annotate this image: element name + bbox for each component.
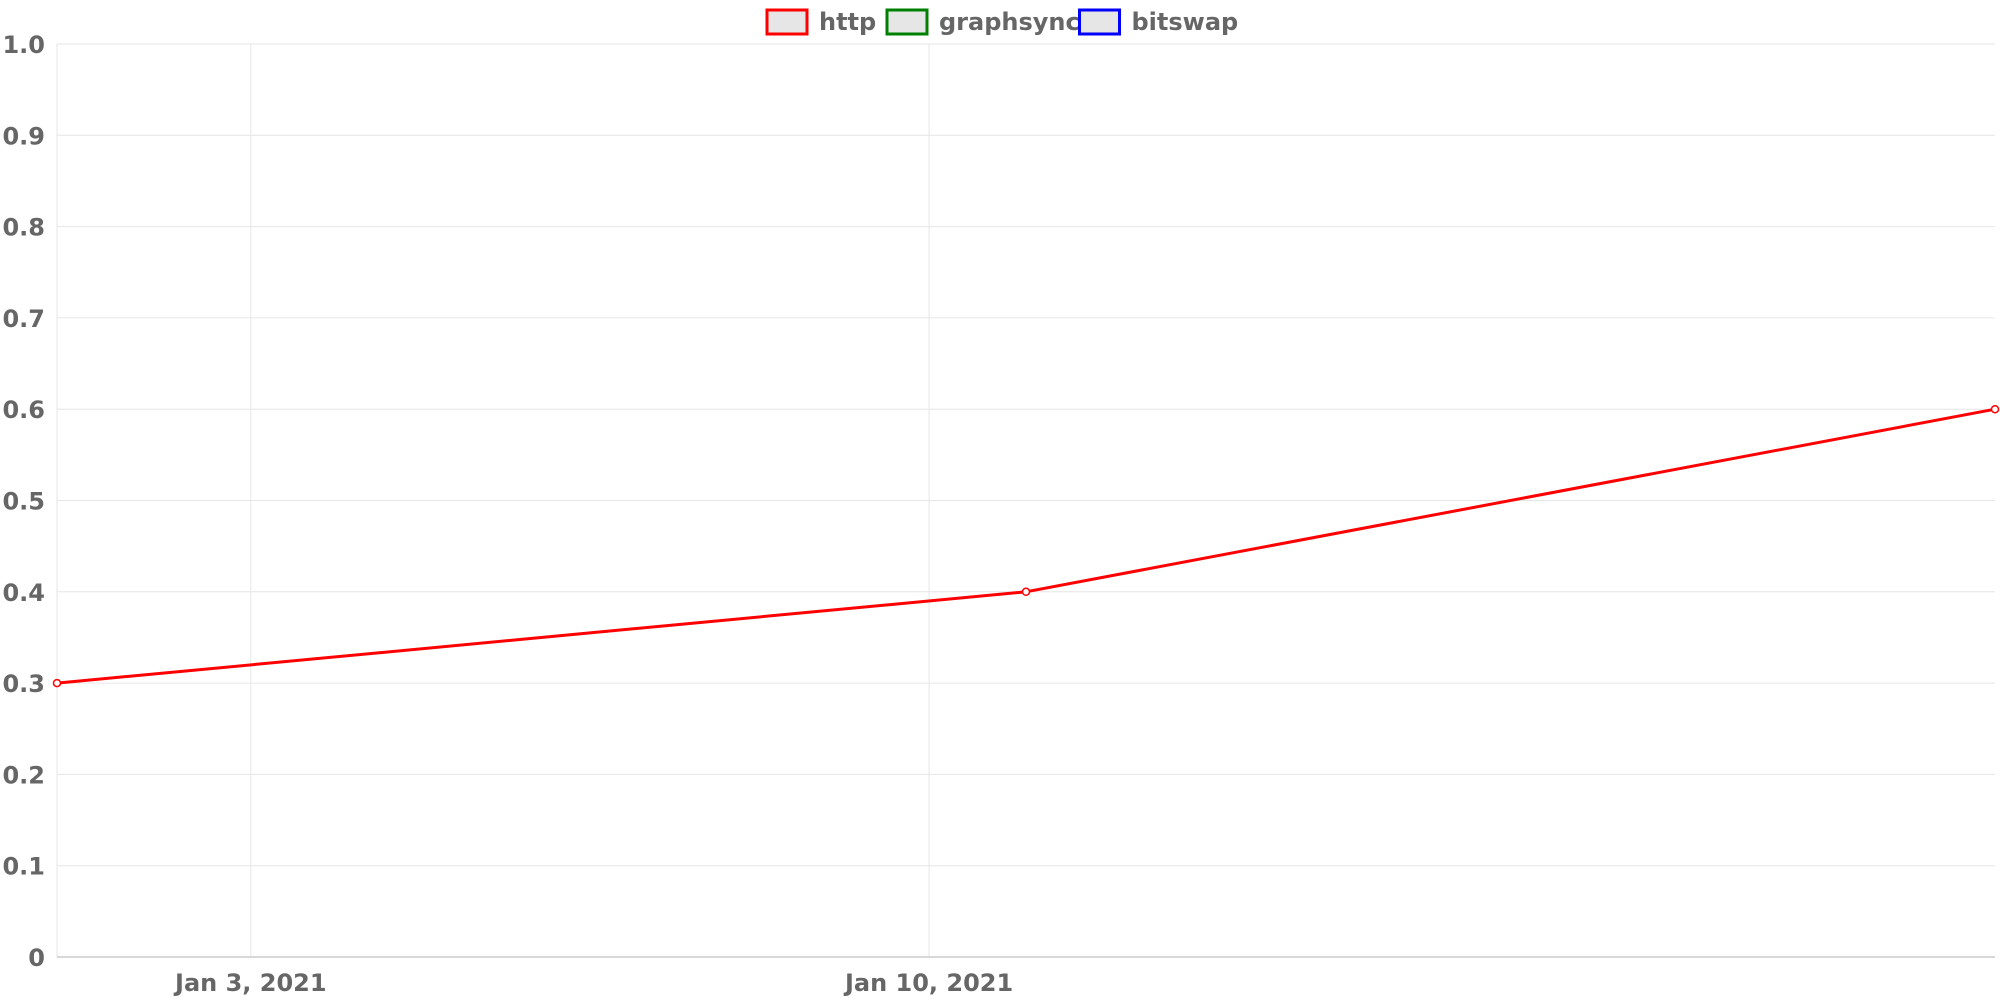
axes: 0 0.1 0.2 0.3 0.4 0.5 0.6 0.7 0.8 0.9 1.0 Jan 3, 20… [2, 31, 1995, 997]
y-tick-label: 0.7 [2, 305, 45, 333]
grid [57, 43, 1995, 957]
y-tick-label: 0.5 [2, 488, 45, 516]
y-tick-label: 0 [28, 944, 45, 972]
legend-item-bitswap[interactable]: bitswap [1078, 8, 1239, 36]
y-tick-label: 0.4 [2, 579, 45, 607]
y-tick-label: 0.8 [2, 214, 45, 242]
y-tick-label: 0.1 [2, 853, 45, 881]
y-tick-label: 1.0 [2, 31, 45, 59]
y-tick-label: 0.2 [2, 761, 45, 789]
series-lines [52, 404, 2000, 688]
legend-label: http [819, 8, 876, 36]
legend-item-graphsync[interactable]: graphsync [885, 8, 1080, 36]
legend-swatch [885, 8, 929, 36]
y-tick-label: 0.9 [2, 122, 45, 150]
data-point-http [1990, 404, 2000, 414]
legend-swatch [1078, 8, 1121, 36]
x-tick-label: Jan 3, 2021 [173, 969, 327, 997]
legend-item-http[interactable]: http [765, 8, 876, 36]
legend-label: bitswap [1132, 8, 1239, 36]
data-point-http [1021, 587, 1031, 597]
series-line-http [56, 407, 1996, 685]
x-tick-label: Jan 10, 2021 [843, 969, 1013, 997]
y-tick-label: 0.3 [2, 670, 45, 698]
data-point-http [52, 678, 62, 688]
legend: http graphsync bitswap [765, 8, 1239, 36]
legend-swatch [765, 8, 809, 36]
y-tick-label: 0.6 [2, 396, 45, 424]
legend-label: graphsync [939, 8, 1080, 36]
